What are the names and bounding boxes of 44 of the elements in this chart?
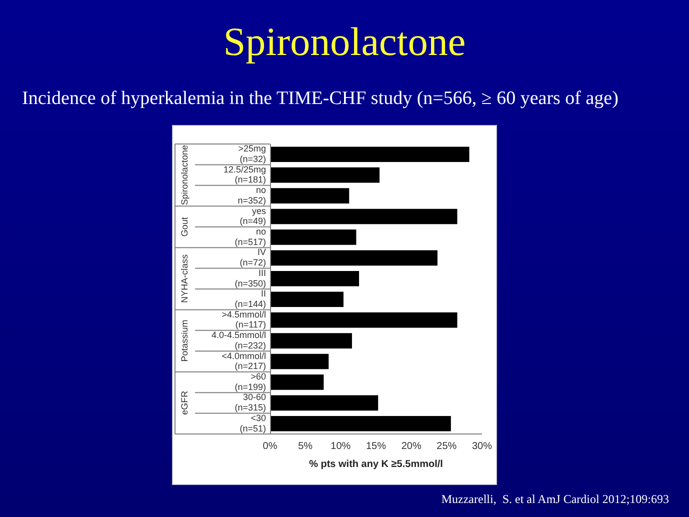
- y-tick-label: <30 (n=51): [240, 412, 266, 434]
- bar: [270, 374, 324, 390]
- x-tick-label: 5%: [298, 440, 313, 452]
- y-tick-label: >25mg (n=32): [238, 144, 266, 164]
- bar: [270, 250, 438, 266]
- y-tick-label: no (n=517): [234, 226, 266, 247]
- x-tick-label: 30%: [472, 440, 492, 452]
- x-axis-title: % pts with any K ≥5.5mmol/l: [309, 458, 444, 470]
- x-tick-label: 10%: [330, 440, 351, 452]
- x-tick-label: 25%: [436, 440, 457, 452]
- y-tick-label: II (n=144): [234, 288, 266, 310]
- y-tick-label: no n=352): [238, 185, 266, 206]
- bar: [270, 354, 329, 370]
- x-tick-label: 20%: [401, 440, 422, 452]
- text: Spironolactone: [179, 145, 190, 206]
- text: NYHA-class: [179, 254, 190, 303]
- bar: [270, 208, 458, 224]
- y-tick-label: 30-60 (n=315): [234, 392, 266, 413]
- bar: [270, 270, 360, 286]
- bar: [270, 416, 451, 432]
- bar: [270, 312, 458, 328]
- text: eGFR: [179, 390, 190, 415]
- y-tick-label: >60 (n=199): [234, 372, 266, 392]
- y-tick-label: >4.5mmol/l (n=117): [222, 309, 266, 330]
- chart-subtitle: Incidence of hyperkalemia in the TIME-CHF study (n=566, ≥ 60 years of age): [22, 88, 618, 110]
- y-tick-label: 4.0-4.5mmol/l (n=232): [211, 330, 266, 350]
- x-tick-label: 15%: [366, 440, 386, 452]
- bar: [270, 292, 344, 308]
- bar: [270, 333, 352, 348]
- y-tick-label: III (n=350): [234, 268, 266, 288]
- text: Muzzarelli, S. et al AmJ Cardiol 2012;109:693: [441, 492, 669, 507]
- text: Potassium: [179, 320, 190, 362]
- bar: [270, 146, 470, 162]
- x-tick-label: 0%: [262, 440, 278, 452]
- bar: [270, 188, 350, 204]
- y-tick-label: <4.0mmol/l (n=217): [222, 350, 266, 372]
- bar: [270, 167, 380, 183]
- y-tick-label: IV (n=72): [240, 247, 266, 268]
- chart-title: Spironolactone: [222, 18, 467, 65]
- y-tick-label: 12.5/25mg (n=181): [223, 164, 266, 185]
- y-tick-label: yes (n=49): [240, 206, 266, 226]
- text: Gout: [179, 216, 190, 237]
- bar: [270, 395, 378, 411]
- bar: [270, 230, 356, 245]
